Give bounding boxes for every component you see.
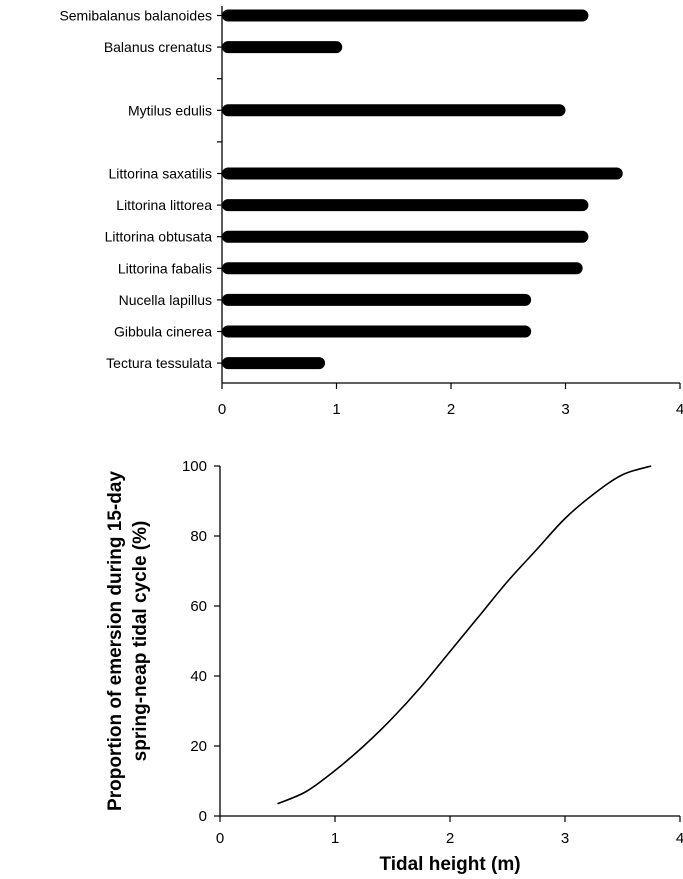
species-label: Tectura tessulata (106, 355, 212, 371)
line-chart-x-tick-label: 2 (446, 830, 454, 847)
line-chart-x-tick-label: 3 (561, 830, 569, 847)
bar-chart-x-tick-label: 4 (676, 401, 683, 418)
line-chart-x-tick-label: 1 (331, 830, 339, 847)
line-chart-y-tick-label: 0 (199, 808, 207, 825)
bar-chart-species-labels: Semibalanus balanoides Balanus crenatus My… (59, 8, 212, 372)
species-label: Semibalanus balanoides (59, 8, 212, 24)
species-label: Littorina obtusata (105, 229, 213, 245)
line-chart-y-axis-title-line-1: Proportion of emersion during 15-day (105, 471, 126, 811)
bar-chart-x-tick-label: 1 (332, 401, 340, 418)
species-label: Nucella lapillus (119, 292, 212, 308)
bar-chart-x-tick-label: 3 (561, 401, 569, 418)
bar-chart-x-ticks: 0 1 2 3 4 (218, 383, 683, 418)
line-chart-x-tick-label: 0 (216, 830, 224, 847)
line-chart-x-tick-label: 4 (676, 830, 683, 847)
species-label: Littorina littorea (116, 197, 212, 213)
emersion-line-chart: 0 1 2 3 4 0 20 40 60 80 100 Tidal height (m) Prop… (105, 458, 683, 875)
bar-chart-x-tick-label: 2 (447, 401, 455, 418)
line-chart-y-tick-label: 60 (190, 598, 207, 615)
line-chart-y-tick-label: 100 (182, 458, 207, 475)
line-chart-y-axis-title-line-2: spring-neap tidal cycle (%) (130, 521, 151, 762)
line-chart-y-tick-label: 40 (190, 668, 207, 685)
line-chart-y-ticks: 0 20 40 60 80 100 (182, 458, 220, 825)
species-label: Mytilus edulis (128, 102, 212, 118)
bar-chart-y-ticks (217, 16, 222, 364)
species-range-bar-chart: Semibalanus balanoides Balanus crenatus My… (59, 6, 683, 418)
line-chart-x-ticks: 0 1 2 3 4 (216, 816, 683, 847)
species-label: Gibbula cinerea (114, 324, 212, 340)
line-chart-y-tick-label: 80 (190, 528, 207, 545)
line-chart-y-tick-label: 20 (190, 738, 207, 755)
species-label: Balanus crenatus (104, 39, 212, 55)
species-label: Littorina saxatilis (109, 166, 213, 182)
emersion-curve (278, 466, 652, 804)
bar-chart-x-tick-label: 0 (218, 401, 226, 418)
bar-chart-bars (228, 16, 617, 364)
line-chart-x-axis-title: Tidal height (m) (379, 854, 520, 875)
species-label: Littorina fabalis (118, 260, 212, 276)
